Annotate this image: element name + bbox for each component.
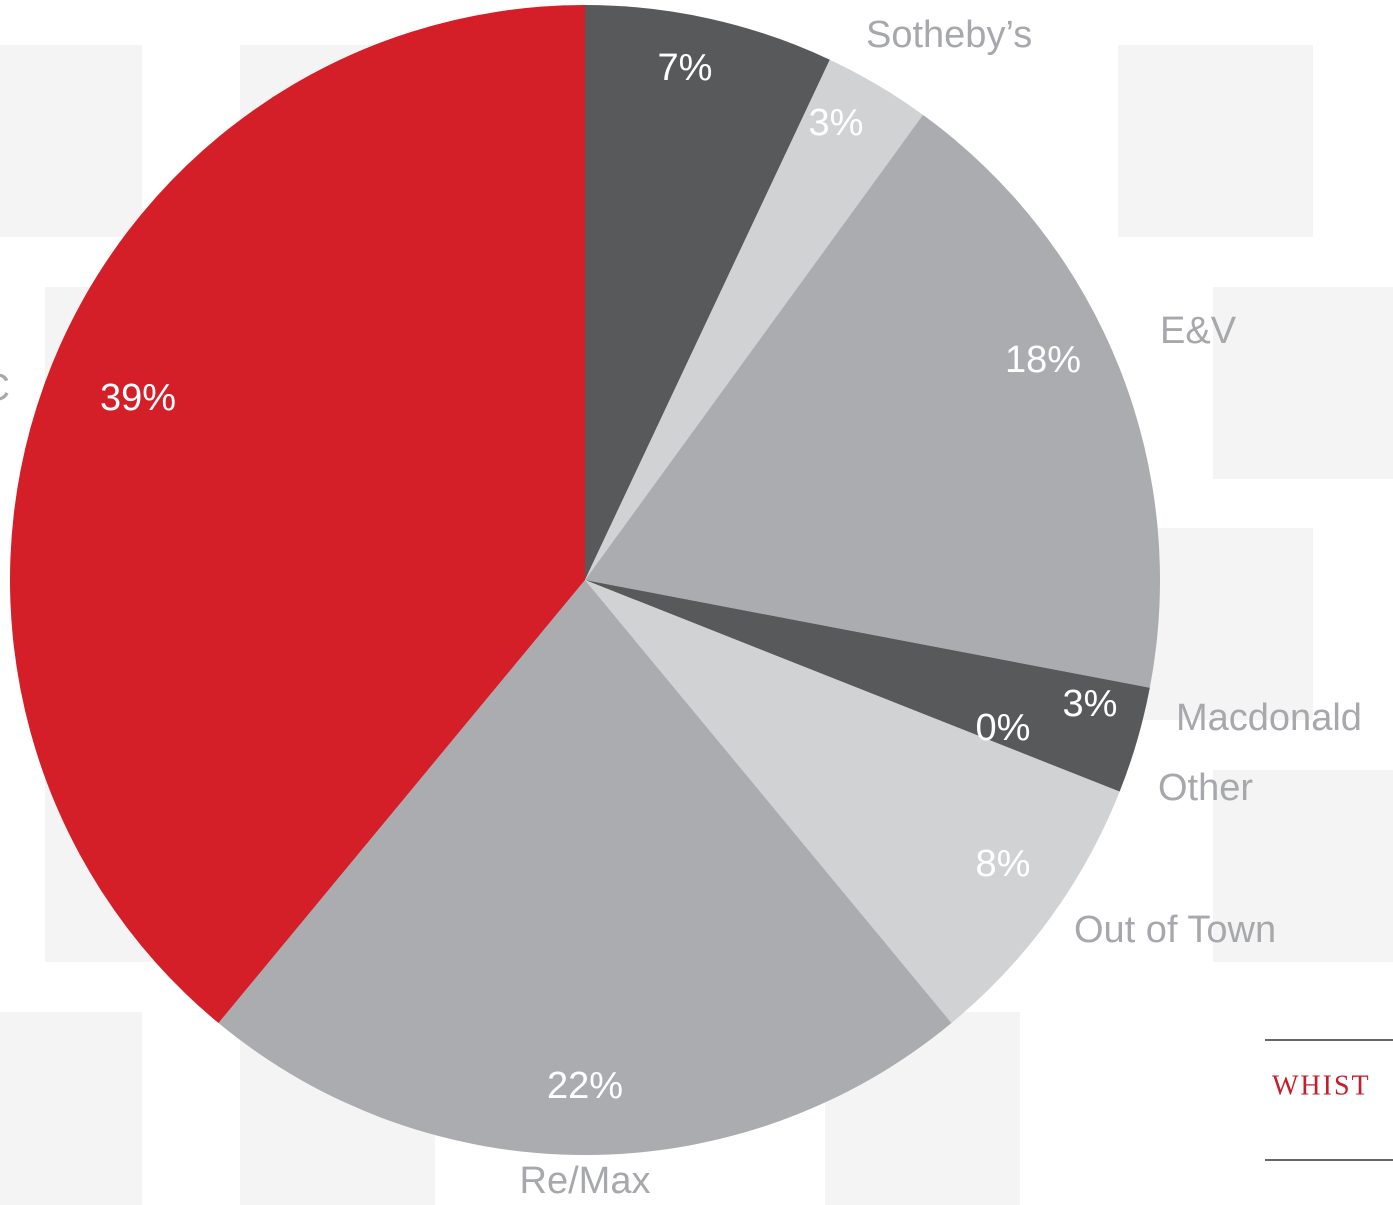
slice-name: E&V [1160,310,1237,352]
value-label: 3% [809,102,864,144]
slice-name: Macdonald [1176,697,1362,739]
labels: 7% 3% Sotheby’s 18% E&V 3% Macdonald 0% Other 8% O… [0,14,1362,1202]
slice-name: Out of Town [1074,909,1276,951]
value-label: 0% [976,707,1031,749]
pie-slice [9,5,585,1024]
brand: WHIST [1272,1070,1371,1101]
slice-name: Other [1158,767,1253,809]
value-label: 3% [1063,683,1118,725]
pie-slice [218,580,952,1155]
value-label: 22% [547,1065,623,1107]
pie-slice [585,114,1160,688]
pie-slice [585,580,1120,1024]
pie-slice [585,5,830,580]
value-label: 8% [976,843,1031,885]
value-label: 18% [1005,339,1081,381]
value-label: 7% [658,47,713,89]
pie [9,5,1160,1155]
slice-name: Sotheby’s [866,14,1032,56]
pie-slice [585,580,1150,792]
slice-name: Re/Max [520,1160,651,1202]
pie-slice [585,59,923,581]
slice-name: C [0,367,10,409]
value-label: 39% [100,377,176,419]
